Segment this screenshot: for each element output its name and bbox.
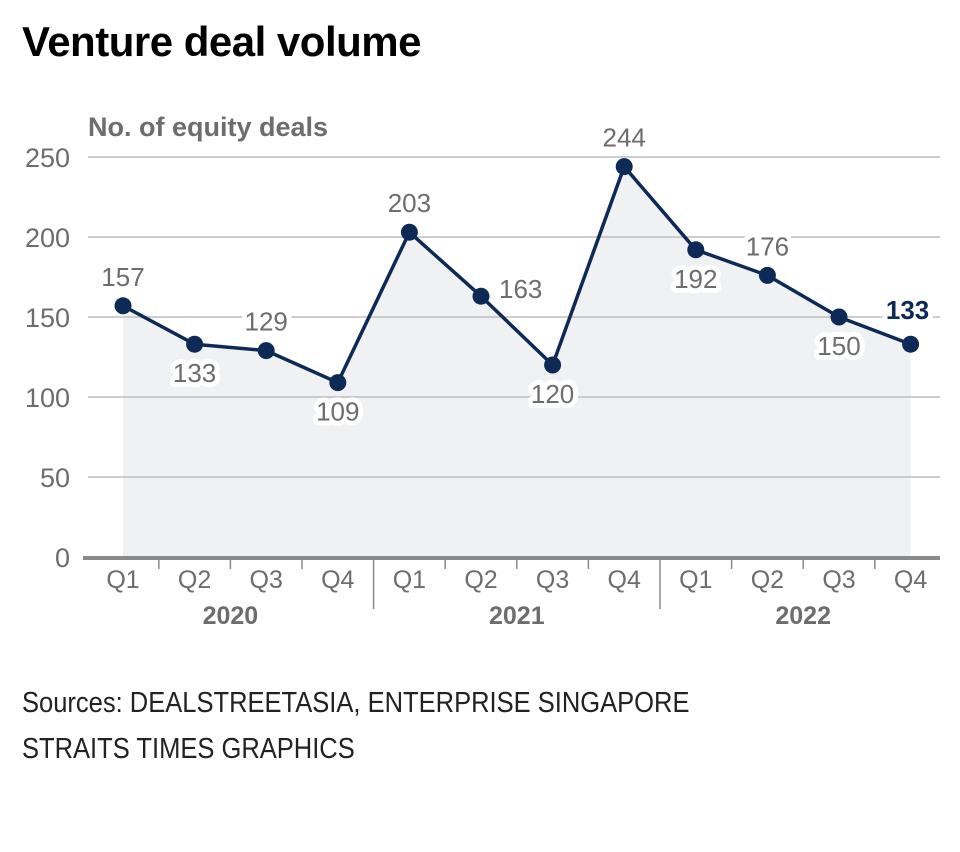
- data-label: 157: [101, 262, 144, 292]
- data-label: 163: [499, 274, 542, 304]
- data-point: [400, 223, 418, 241]
- data-point: [758, 266, 776, 284]
- data-point: [687, 241, 705, 259]
- data-label: 129: [245, 307, 288, 337]
- year-label: 2020: [203, 602, 259, 630]
- y-tick-label: 200: [25, 223, 70, 253]
- data-label: 176: [746, 231, 789, 261]
- x-tick-label: Q3: [822, 566, 855, 594]
- axis-layer: Q1 Q2 Q3 Q4 2020 Q1 Q2 Q3 Q4 2021 Q1 Q2 Q3 Q4 2022: [83, 556, 940, 630]
- data-point: [472, 287, 490, 305]
- area-fill: [123, 166, 911, 557]
- sources-line: Sources: DEALSTREETASIA, ENTERPRISE SING…: [22, 687, 690, 719]
- data-label: 244: [603, 123, 646, 153]
- year-label: 2022: [775, 602, 831, 630]
- data-point: [257, 342, 275, 360]
- x-tick-label: Q4: [894, 566, 927, 594]
- point-layer: [114, 158, 920, 392]
- x-tick-label: Q3: [250, 566, 283, 594]
- series-line: [122, 164, 912, 385]
- x-tick-label: Q2: [464, 566, 497, 594]
- line-chart: 0 50 100 150 200 250 Q1 Q2 Q3 Q4 2020 Q1 Q2 Q3 Q4 2021…: [25, 112, 940, 630]
- data-point: [615, 158, 633, 176]
- x-tick-label: Q3: [536, 566, 569, 594]
- x-tick-label: Q1: [393, 566, 426, 594]
- grid-layer: 0 50 100 150 200 250: [25, 143, 940, 573]
- data-point: [114, 297, 132, 315]
- x-tick-label: Q1: [679, 566, 712, 594]
- data-point: [186, 335, 204, 353]
- y-tick-label: 100: [25, 383, 70, 413]
- data-label: 203: [388, 188, 431, 218]
- data-point: [830, 308, 848, 326]
- x-tick-label: Q1: [106, 566, 139, 594]
- data-point: [329, 374, 347, 392]
- data-point: [544, 356, 562, 374]
- data-label: 192: [674, 264, 717, 294]
- data-point: [902, 335, 920, 353]
- x-tick-label: Q4: [608, 566, 641, 594]
- y-tick-label: 50: [40, 463, 70, 493]
- data-label: 120: [531, 379, 574, 409]
- x-tick-label: Q4: [321, 566, 354, 594]
- data-label: 109: [316, 397, 359, 427]
- y-axis-title: No. of equity deals: [88, 112, 328, 142]
- data-label: 150: [817, 331, 860, 361]
- area-layer: [123, 166, 911, 557]
- line-layer: [122, 164, 912, 385]
- data-label: 133: [886, 295, 929, 325]
- y-tick-label: 250: [25, 143, 70, 173]
- x-tick-label: Q2: [178, 566, 211, 594]
- year-label: 2021: [489, 602, 545, 630]
- x-tick-label: Q2: [751, 566, 784, 594]
- credit-line: STRAITS TIMES GRAPHICS: [22, 733, 355, 765]
- chart-title: Venture deal volume: [22, 18, 421, 65]
- label-layer: 157 133 129 109 203 163 120 244 192 176 150 133: [96, 118, 934, 432]
- y-tick-label: 150: [25, 303, 70, 333]
- y-tick-label: 0: [55, 543, 70, 573]
- data-label: 133: [173, 358, 216, 388]
